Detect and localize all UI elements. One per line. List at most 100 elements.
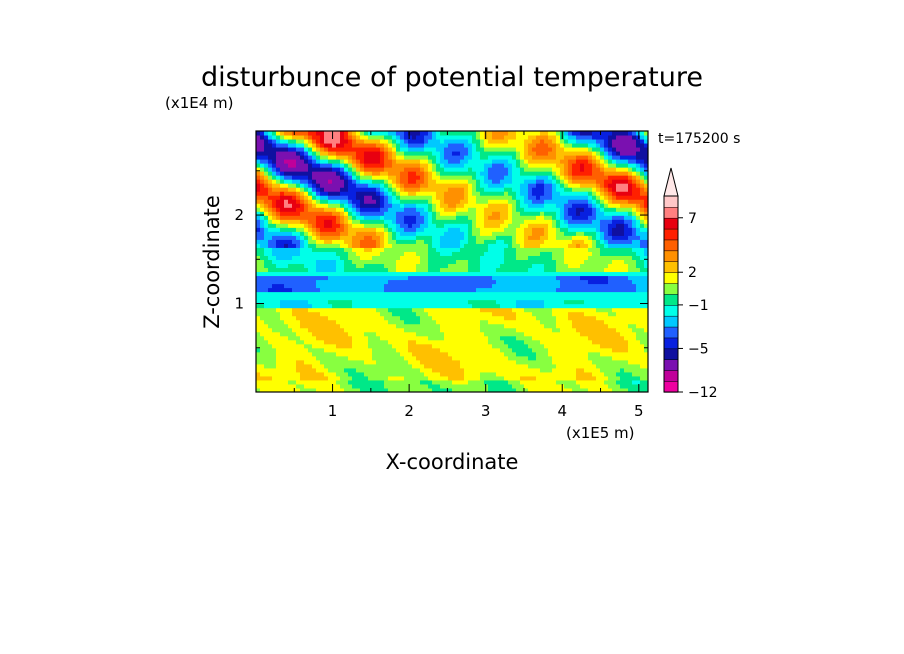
contour-cell [460, 323, 465, 329]
contour-cell [548, 255, 553, 260]
contour-cell [356, 307, 361, 313]
contour-cell [484, 159, 489, 164]
contour-cell [336, 311, 341, 317]
contour-cell [472, 271, 477, 277]
contour-cell [344, 267, 349, 273]
contour-cell [540, 131, 545, 136]
contour-cell [392, 367, 397, 373]
contour-cell [512, 251, 517, 256]
contour-cell [540, 311, 545, 317]
contour-cell [368, 255, 373, 260]
contour-cell [284, 291, 289, 297]
contour-cell [424, 151, 429, 156]
contour-cell [288, 291, 293, 297]
contour-cell [256, 143, 261, 148]
contour-cell [260, 163, 265, 168]
contour-cell [264, 163, 269, 168]
contour-cell [316, 315, 321, 321]
contour-cell [560, 319, 565, 325]
contour-cell [304, 375, 309, 381]
contour-cell [412, 363, 417, 369]
contour-cell [520, 167, 525, 172]
contour-cell [292, 135, 297, 140]
contour-cell [544, 279, 549, 285]
contour-cell [460, 335, 465, 341]
contour-cell [544, 135, 549, 140]
contour-cell [480, 263, 485, 269]
contour-cell [436, 347, 441, 353]
contour-cell [272, 351, 277, 357]
contour-cell [332, 183, 337, 188]
contour-cell [264, 367, 269, 373]
contour-cell [332, 175, 337, 180]
contour-cell [528, 231, 533, 236]
contour-cell [400, 275, 405, 281]
contour-cell [560, 251, 565, 256]
contour-cell [316, 191, 321, 196]
contour-cell [360, 211, 365, 216]
contour-cell [320, 147, 325, 152]
contour-cell [400, 339, 405, 345]
contour-cell [548, 159, 553, 164]
contour-cell [380, 219, 385, 224]
contour-cell [320, 347, 325, 353]
contour-cell [376, 219, 381, 224]
contour-cell [532, 231, 537, 236]
contour-cell [464, 139, 469, 144]
contour-cell [308, 339, 313, 345]
contour-cell [420, 335, 425, 341]
contour-cell [344, 355, 349, 361]
contour-cell [368, 247, 373, 252]
contour-cell [480, 379, 485, 385]
contour-cell [380, 255, 385, 260]
contour-cell [364, 335, 369, 341]
contour-cell [448, 303, 453, 309]
contour-cell [528, 263, 533, 269]
contour-cell [388, 315, 393, 321]
contour-cell [532, 167, 537, 172]
contour-cell [436, 231, 441, 236]
contour-cell [464, 307, 469, 313]
contour-cell [336, 299, 341, 305]
contour-cell [464, 247, 469, 252]
contour-cell [352, 263, 357, 269]
contour-cell [264, 203, 269, 208]
contour-cell [544, 239, 549, 244]
contour-cell [520, 343, 525, 349]
contour-cell [456, 263, 461, 269]
contour-cell [552, 251, 557, 256]
contour-cell [256, 239, 261, 244]
contour-cell [356, 163, 361, 168]
contour-cell [396, 295, 401, 301]
contour-cell [332, 275, 337, 281]
contour-cell [360, 247, 365, 252]
contour-cell [384, 227, 389, 232]
contour-cell [532, 287, 537, 293]
contour-cell [484, 227, 489, 232]
contour-cell [380, 263, 385, 269]
contour-cell [440, 287, 445, 293]
contour-cell [268, 327, 273, 333]
contour-cell [416, 271, 421, 277]
contour-cell [412, 179, 417, 184]
contour-cell [520, 175, 525, 180]
contour-cell [420, 203, 425, 208]
contour-cell [336, 203, 341, 208]
contour-cell [292, 287, 297, 293]
contour-cell [444, 291, 449, 297]
contour-cell [260, 191, 265, 196]
contour-cell [320, 367, 325, 373]
contour-cell [364, 375, 369, 381]
contour-cell [308, 279, 313, 285]
contour-cell [316, 295, 321, 301]
contour-cell [340, 235, 345, 240]
contour-cell [424, 251, 429, 256]
contour-cell [524, 187, 529, 192]
contour-cell [356, 203, 361, 208]
contour-cell [532, 139, 537, 144]
contour-cell [388, 283, 393, 289]
contour-cell [404, 207, 409, 212]
contour-cell [520, 227, 525, 232]
contour-cell [472, 263, 477, 269]
contour-cell [280, 287, 285, 293]
